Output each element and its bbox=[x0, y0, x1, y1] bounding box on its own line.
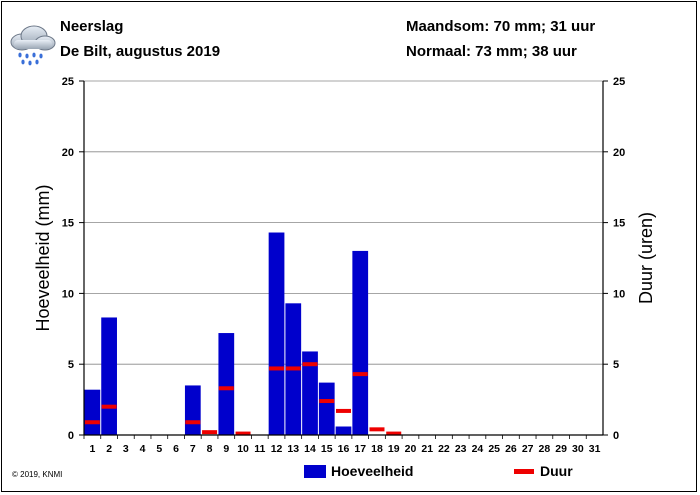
month-sum: Maandsom: 70 mm; 31 uur bbox=[406, 18, 596, 35]
chart-subtitle: De Bilt, augustus 2019 bbox=[60, 43, 221, 60]
normal-value: Normaal: 73 mm; 38 uur bbox=[406, 43, 577, 60]
rain-cloud-icon bbox=[10, 25, 56, 66]
copyright: © 2019, KNMI bbox=[12, 470, 63, 479]
chart-title: Neerslag bbox=[60, 18, 124, 35]
